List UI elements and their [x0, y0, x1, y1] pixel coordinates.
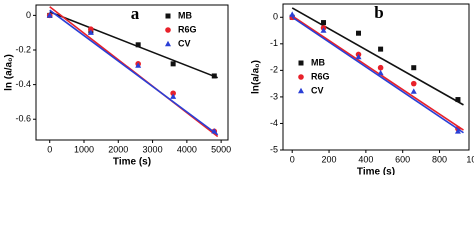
point	[170, 90, 176, 97]
x-tick-label: 600	[395, 154, 410, 164]
fit-line	[49, 11, 219, 79]
y-tick-label: -3	[270, 91, 278, 101]
x-tick-label: 800	[432, 154, 447, 164]
legend-marker	[165, 40, 171, 47]
point	[454, 128, 461, 134]
point	[410, 88, 417, 94]
point	[211, 73, 217, 79]
point	[320, 27, 327, 33]
legend-label: R6G	[311, 71, 330, 81]
legend-label: R6G	[178, 24, 197, 34]
legend-label: MB	[178, 10, 192, 20]
point	[289, 11, 296, 17]
legend-label: MB	[311, 57, 325, 67]
point	[455, 97, 461, 103]
x-tick-label: 0	[47, 144, 52, 154]
x-tick-label: 1000	[466, 154, 474, 164]
legend-marker	[298, 74, 304, 80]
x-tick-label: 200	[322, 154, 337, 164]
plot-frame	[35, 4, 229, 141]
legend-marker	[165, 27, 171, 33]
point	[411, 65, 417, 71]
fit-line	[49, 9, 219, 136]
chart-title: b	[374, 3, 383, 22]
chart-title: a	[131, 4, 140, 23]
x-tick-label: 2000	[108, 144, 128, 154]
y-tick-label: -5	[270, 144, 278, 154]
point	[46, 12, 53, 18]
point	[377, 64, 384, 71]
y-tick-label: -0.4	[15, 79, 31, 89]
fit-line	[291, 15, 464, 131]
point	[170, 61, 176, 67]
y-tick-label: 0	[273, 12, 278, 22]
point	[87, 29, 94, 35]
y-tick-label: -4	[270, 118, 278, 128]
y-axis-label: ln (a/a₀)	[4, 54, 15, 91]
point	[88, 26, 94, 33]
fit-line	[291, 7, 464, 106]
y-tick-label: -2	[270, 65, 278, 75]
x-axis-label: Time (s)	[113, 157, 151, 168]
y-tick-label: -1	[270, 38, 278, 48]
x-tick-label: 1000	[74, 144, 94, 154]
y-tick-label: -0.2	[15, 44, 31, 54]
x-tick-label: 4000	[177, 144, 197, 154]
legend-marker	[298, 60, 304, 66]
x-tick-label: 3000	[143, 144, 163, 154]
point	[410, 80, 417, 87]
y-axis-label: ln(a/a₀)	[251, 60, 262, 94]
point	[321, 20, 327, 26]
legend-marker	[165, 13, 171, 19]
x-tick-label: 0	[290, 154, 295, 164]
legend-label: CV	[311, 85, 324, 95]
y-tick-label: -0.6	[15, 114, 31, 124]
x-tick-label: 5000	[211, 144, 231, 154]
legend-marker	[298, 87, 304, 94]
y-tick-label: 0	[26, 10, 31, 20]
point	[135, 62, 142, 68]
point	[211, 128, 218, 134]
legend-label: CV	[178, 38, 191, 48]
point	[355, 53, 362, 60]
point	[378, 46, 384, 52]
point	[377, 69, 384, 76]
plot-frame	[282, 3, 470, 151]
x-axis-label: Time (s)	[357, 167, 395, 175]
x-tick-label: 400	[358, 154, 373, 164]
point	[170, 93, 177, 99]
point	[356, 30, 362, 36]
point	[135, 42, 141, 48]
